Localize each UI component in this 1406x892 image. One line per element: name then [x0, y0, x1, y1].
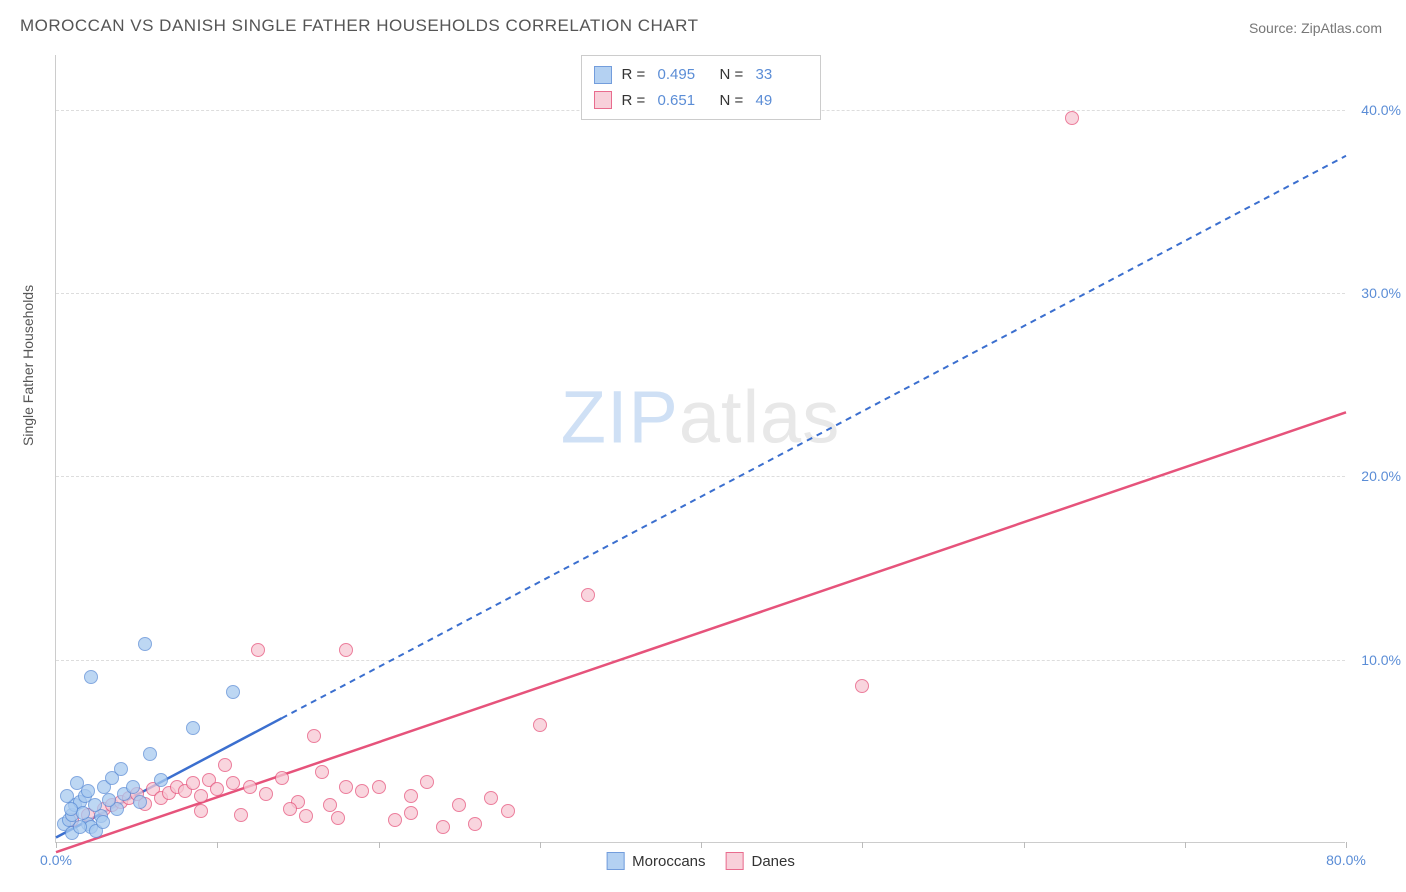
point-moroccans — [226, 685, 240, 699]
point-danes — [581, 588, 595, 602]
point-moroccans — [154, 773, 168, 787]
point-moroccans — [186, 721, 200, 735]
point-danes — [315, 765, 329, 779]
point-moroccans — [114, 762, 128, 776]
point-danes — [355, 784, 369, 798]
chart-title: MOROCCAN VS DANISH SINGLE FATHER HOUSEHO… — [20, 16, 698, 36]
point-danes — [339, 643, 353, 657]
point-moroccans — [133, 795, 147, 809]
point-danes — [210, 782, 224, 796]
point-danes — [234, 808, 248, 822]
n-value: 49 — [756, 88, 808, 114]
point-danes — [372, 780, 386, 794]
point-danes — [404, 806, 418, 820]
x-tick — [862, 842, 863, 848]
point-moroccans — [64, 802, 78, 816]
legend-label: Moroccans — [632, 853, 705, 870]
legend-label: Danes — [752, 853, 795, 870]
y-tick-label: 30.0% — [1361, 285, 1401, 301]
point-moroccans — [70, 776, 84, 790]
point-danes — [259, 787, 273, 801]
source-label: Source: — [1249, 20, 1301, 36]
legend-item-moroccans: Moroccans — [606, 852, 705, 870]
point-danes — [194, 804, 208, 818]
trend-line — [282, 156, 1346, 718]
point-danes — [452, 798, 466, 812]
point-danes — [501, 804, 515, 818]
point-danes — [484, 791, 498, 805]
point-danes — [275, 771, 289, 785]
point-danes — [218, 758, 232, 772]
point-danes — [436, 820, 450, 834]
n-value: 33 — [756, 62, 808, 88]
point-danes — [307, 729, 321, 743]
point-danes — [186, 776, 200, 790]
point-danes — [468, 817, 482, 831]
point-danes — [323, 798, 337, 812]
r-label: R = — [622, 62, 648, 88]
point-moroccans — [96, 815, 110, 829]
n-label: N = — [720, 88, 746, 114]
point-moroccans — [88, 798, 102, 812]
point-danes — [331, 811, 345, 825]
x-tick-label: 80.0% — [1326, 852, 1366, 868]
chart-plot-area: ZIPatlas 10.0%20.0%30.0%40.0% 0.0%80.0% … — [55, 55, 1345, 843]
legend-row-moroccans: R = 0.495 N = 33 — [594, 62, 808, 88]
point-moroccans — [73, 820, 87, 834]
swatch-moroccans — [606, 852, 624, 870]
point-moroccans — [102, 793, 116, 807]
y-axis-label: Single Father Households — [20, 285, 36, 446]
correlation-legend: R = 0.495 N = 33 R = 0.651 N = 49 — [581, 55, 821, 120]
chart-source: Source: ZipAtlas.com — [1249, 20, 1382, 36]
y-tick-label: 10.0% — [1361, 652, 1401, 668]
legend-item-danes: Danes — [726, 852, 795, 870]
x-tick — [56, 842, 57, 848]
point-moroccans — [143, 747, 157, 761]
point-danes — [226, 776, 240, 790]
x-tick — [701, 842, 702, 848]
legend-row-danes: R = 0.651 N = 49 — [594, 88, 808, 114]
x-tick — [217, 842, 218, 848]
r-label: R = — [622, 88, 648, 114]
point-danes — [1065, 111, 1079, 125]
source-value: ZipAtlas.com — [1301, 20, 1382, 36]
point-danes — [404, 789, 418, 803]
swatch-danes — [726, 852, 744, 870]
r-value: 0.651 — [658, 88, 710, 114]
point-danes — [855, 679, 869, 693]
x-tick — [1185, 842, 1186, 848]
point-danes — [533, 718, 547, 732]
point-danes — [299, 809, 313, 823]
point-danes — [420, 775, 434, 789]
point-moroccans — [84, 670, 98, 684]
point-danes — [243, 780, 257, 794]
x-tick — [540, 842, 541, 848]
trend-lines — [56, 55, 1345, 842]
n-label: N = — [720, 62, 746, 88]
point-danes — [251, 643, 265, 657]
point-moroccans — [60, 789, 74, 803]
y-tick-label: 40.0% — [1361, 102, 1401, 118]
x-tick-label: 0.0% — [40, 852, 72, 868]
point-danes — [388, 813, 402, 827]
point-danes — [339, 780, 353, 794]
series-legend: Moroccans Danes — [606, 852, 795, 870]
r-value: 0.495 — [658, 62, 710, 88]
x-tick — [379, 842, 380, 848]
swatch-moroccans — [594, 66, 612, 84]
y-tick-label: 20.0% — [1361, 468, 1401, 484]
point-moroccans — [126, 780, 140, 794]
x-tick — [1024, 842, 1025, 848]
x-tick — [1346, 842, 1347, 848]
swatch-danes — [594, 91, 612, 109]
point-danes — [283, 802, 297, 816]
point-moroccans — [138, 637, 152, 651]
point-danes — [194, 789, 208, 803]
